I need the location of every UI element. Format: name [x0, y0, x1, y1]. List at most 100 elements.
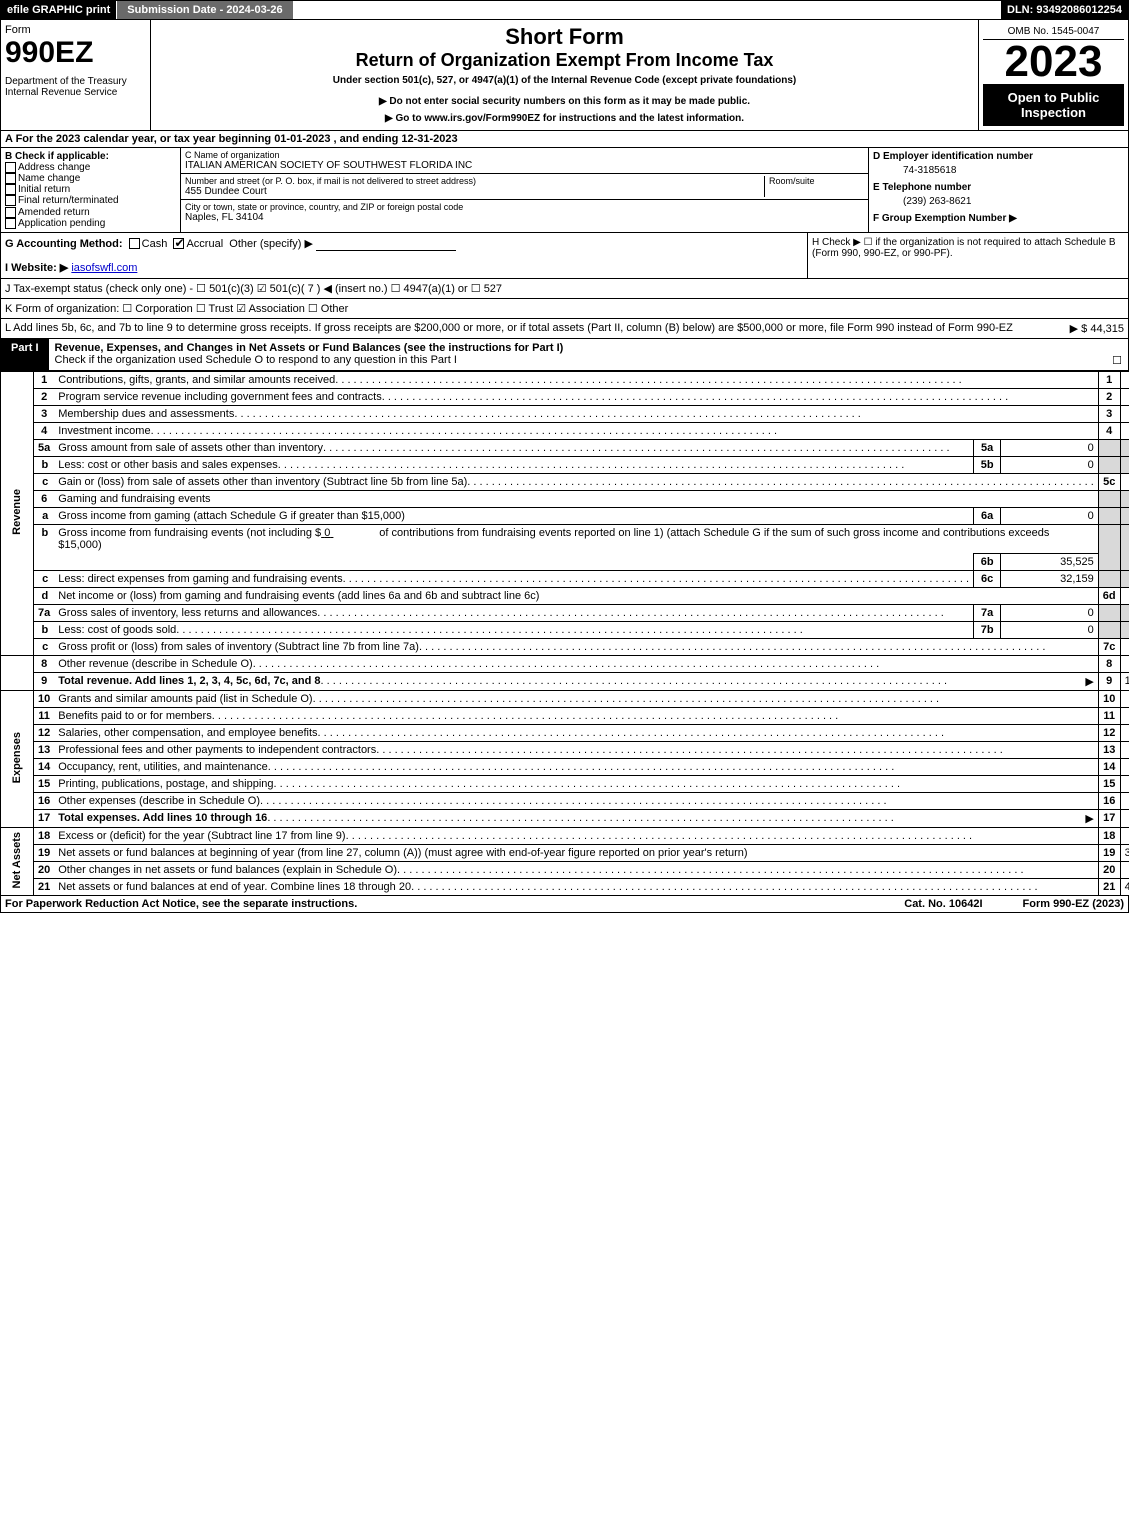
row-6b-desc1: Gross income from fundraising events (no…: [54, 524, 1098, 553]
row-19-val: 38,620: [1120, 844, 1129, 861]
row-7c-val: 0: [1120, 638, 1129, 655]
part-i-label: Part I: [1, 339, 49, 370]
row-7a-inval: 0: [1001, 604, 1099, 621]
section-i: I Website: ▶ iasofswfl.com: [5, 261, 803, 274]
row-18-desc: Excess or (deficit) for the year (Subtra…: [54, 827, 1098, 844]
row-7b-innum: 7b: [974, 621, 1001, 638]
row-7b-rnum: [1098, 621, 1120, 638]
row-15-num: 15: [34, 775, 55, 792]
row-20-val: 0: [1120, 861, 1129, 878]
row-5c-val: 0: [1120, 473, 1129, 490]
row-6b-num: b: [34, 524, 55, 570]
row-10-rnum: 10: [1098, 690, 1120, 707]
row-19-rnum: 19: [1098, 844, 1120, 861]
form-word: Form: [5, 24, 146, 36]
l-text: L Add lines 5b, 6c, and 7b to line 9 to …: [5, 322, 1062, 335]
row-12-rnum: 12: [1098, 724, 1120, 741]
part-i-header-row: Part I Revenue, Expenses, and Changes in…: [0, 339, 1129, 371]
section-l: L Add lines 5b, 6c, and 7b to line 9 to …: [0, 319, 1129, 339]
row-5a-desc: Gross amount from sale of assets other t…: [54, 439, 973, 456]
goto-link[interactable]: ▶ Go to www.irs.gov/Form990EZ for instru…: [155, 113, 974, 124]
row-2-val: 0: [1120, 388, 1129, 405]
row-1-desc: Contributions, gifts, grants, and simila…: [54, 371, 1098, 388]
row-20-rnum: 20: [1098, 861, 1120, 878]
tel-label: E Telephone number: [873, 182, 1124, 193]
row-3-rnum: 3: [1098, 405, 1120, 422]
row-15-val: 572: [1120, 775, 1129, 792]
row-10-num: 10: [34, 690, 55, 707]
chk-final[interactable]: Final return/terminated: [5, 195, 176, 206]
return-title: Return of Organization Exempt From Incom…: [155, 50, 974, 71]
open-to-public: Open to Public Inspection: [983, 84, 1124, 126]
row-20-desc: Other changes in net assets or fund bala…: [54, 861, 1098, 878]
row-6d-rnum: 6d: [1098, 587, 1120, 604]
row-16-desc: Other expenses (describe in Schedule O): [54, 792, 1098, 809]
row-9-val: 12,156: [1120, 672, 1129, 690]
chk-address[interactable]: Address change: [5, 162, 176, 173]
row-7b-rval: [1120, 621, 1129, 638]
row-6b-inval: 35,525: [1001, 553, 1099, 570]
chk-cash[interactable]: [129, 238, 140, 249]
row-18-num: 18: [34, 827, 55, 844]
row-6d-desc: Net income or (loss) from gaming and fun…: [54, 587, 1098, 604]
row-4-rnum: 4: [1098, 422, 1120, 439]
row-20-num: 20: [34, 861, 55, 878]
row-7a-rval: [1120, 604, 1129, 621]
efile-label[interactable]: efile GRAPHIC print: [1, 1, 116, 19]
chk-accrual[interactable]: [173, 238, 184, 249]
ein-label: D Employer identification number: [873, 151, 1124, 162]
row-17-desc: Total expenses. Add lines 10 through 16▶: [54, 809, 1098, 827]
header-right: OMB No. 1545-0047 2023 Open to Public In…: [978, 20, 1128, 130]
c-city-label: City or town, state or province, country…: [185, 202, 864, 212]
part-i-title: Revenue, Expenses, and Changes in Net As…: [55, 342, 564, 354]
chk-amended[interactable]: Amended return: [5, 207, 176, 218]
section-a: A For the 2023 calendar year, or tax yea…: [0, 131, 1129, 148]
chk-name[interactable]: Name change: [5, 173, 176, 184]
row-11-rnum: 11: [1098, 707, 1120, 724]
row-7a-rnum: [1098, 604, 1120, 621]
part-i-checkbox[interactable]: ☐: [1112, 354, 1122, 367]
row-14-num: 14: [34, 758, 55, 775]
row-7c-rnum: 7c: [1098, 638, 1120, 655]
row-17-num: 17: [34, 809, 55, 827]
i-label: I Website: ▶: [5, 262, 68, 274]
subtitle: Under section 501(c), 527, or 4947(a)(1)…: [155, 75, 974, 86]
section-h: H Check ▶ ☐ if the organization is not r…: [808, 233, 1128, 278]
row-10-desc: Grants and similar amounts paid (list in…: [54, 690, 1098, 707]
row-6a-innum: 6a: [974, 507, 1001, 524]
row-17-rnum: 17: [1098, 809, 1120, 827]
chk-initial[interactable]: Initial return: [5, 184, 176, 195]
row-5b-rval: [1120, 456, 1129, 473]
row-9-rnum: 9: [1098, 672, 1120, 690]
g-label: G Accounting Method:: [5, 238, 123, 250]
side-revenue-cont: [1, 655, 34, 690]
row-6a-rnum: [1098, 507, 1120, 524]
row-13-desc: Professional fees and other payments to …: [54, 741, 1098, 758]
row-10-val: 6,870: [1120, 690, 1129, 707]
row-5b-desc: Less: cost or other basis and sales expe…: [54, 456, 973, 473]
irs-label: Internal Revenue Service: [5, 87, 146, 98]
row-6c-desc: Less: direct expenses from gaming and fu…: [54, 570, 973, 587]
side-revenue: Revenue: [1, 371, 34, 655]
row-6d-val: 3,366: [1120, 587, 1129, 604]
side-netassets: Net Assets: [1, 827, 34, 895]
row-1-rnum: 1: [1098, 371, 1120, 388]
spacer: [293, 1, 1001, 19]
row-14-val: 1,733: [1120, 758, 1129, 775]
section-bcd: B Check if applicable: Address change Na…: [0, 148, 1129, 233]
row-8-rnum: 8: [1098, 655, 1120, 672]
row-11-num: 11: [34, 707, 55, 724]
row-6c-rnum: [1098, 570, 1120, 587]
row-5a-rnum: [1098, 439, 1120, 456]
row-1-num: 1: [34, 371, 55, 388]
website-link[interactable]: iasofswfl.com: [71, 262, 137, 274]
row-5c-num: c: [34, 473, 55, 490]
chk-pending[interactable]: Application pending: [5, 218, 176, 229]
short-form-title: Short Form: [155, 24, 974, 50]
row-16-rnum: 16: [1098, 792, 1120, 809]
row-18-val: 2,655: [1120, 827, 1129, 844]
section-c: C Name of organization ITALIAN AMERICAN …: [181, 148, 868, 232]
row-6d-num: d: [34, 587, 55, 604]
arrow-icon: ▶: [1085, 812, 1093, 825]
row-3-desc: Membership dues and assessments: [54, 405, 1098, 422]
